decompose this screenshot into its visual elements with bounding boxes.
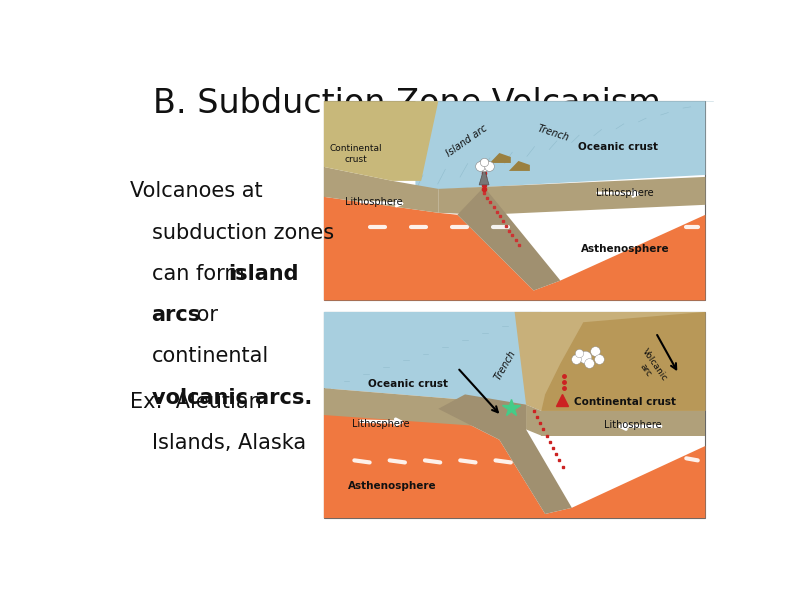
Text: Volcanoes at: Volcanoes at (130, 181, 263, 201)
Text: Oceanic crust: Oceanic crust (577, 142, 657, 152)
Text: Lithosphere: Lithosphere (345, 197, 403, 207)
Polygon shape (457, 187, 561, 290)
Text: volcanic arcs.: volcanic arcs. (152, 387, 312, 408)
Polygon shape (484, 177, 705, 215)
Text: Lithosphere: Lithosphere (353, 419, 410, 429)
Text: Islands, Alaska: Islands, Alaska (152, 433, 306, 453)
Text: arcs: arcs (152, 305, 201, 325)
Text: Continental crust: Continental crust (574, 397, 676, 406)
Text: continental: continental (152, 346, 269, 367)
Text: Continental
crust: Continental crust (330, 145, 383, 164)
Text: Asthenosphere: Asthenosphere (581, 244, 669, 253)
Polygon shape (479, 168, 489, 185)
Text: Asthenosphere: Asthenosphere (349, 481, 437, 491)
Text: Lithosphere: Lithosphere (596, 188, 654, 198)
Text: Trench: Trench (492, 349, 518, 382)
Text: Lithosphere: Lithosphere (604, 420, 661, 430)
Text: Volcanic
arc: Volcanic arc (631, 347, 669, 389)
Text: B. Subduction Zone Volcanism: B. Subduction Zone Volcanism (153, 87, 661, 120)
Polygon shape (324, 167, 438, 213)
Polygon shape (526, 405, 542, 436)
Polygon shape (324, 101, 438, 181)
Polygon shape (324, 197, 705, 300)
Polygon shape (438, 187, 484, 215)
Text: can form: can form (152, 264, 251, 284)
Polygon shape (438, 394, 572, 514)
Text: Island arc: Island arc (445, 123, 489, 159)
FancyBboxPatch shape (324, 312, 705, 518)
Polygon shape (515, 312, 705, 411)
Polygon shape (324, 312, 542, 405)
Text: island: island (229, 264, 299, 284)
Polygon shape (542, 312, 705, 411)
Polygon shape (415, 101, 705, 191)
Text: subduction zones: subduction zones (152, 223, 333, 243)
Polygon shape (324, 388, 526, 430)
FancyBboxPatch shape (324, 101, 705, 300)
Polygon shape (490, 153, 511, 163)
Text: Oceanic crust: Oceanic crust (368, 379, 448, 389)
Polygon shape (509, 161, 530, 171)
Text: Trench: Trench (536, 123, 570, 143)
Polygon shape (324, 409, 705, 518)
Polygon shape (542, 411, 705, 436)
Text: Ex:  Aleutian: Ex: Aleutian (130, 392, 262, 412)
Text: or: or (190, 305, 218, 325)
